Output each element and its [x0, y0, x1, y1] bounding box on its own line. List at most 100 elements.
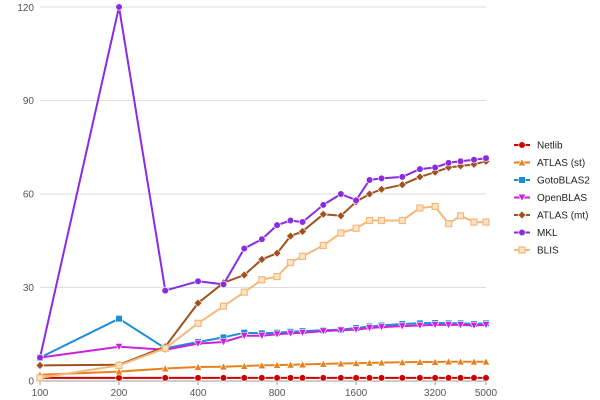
data-point: [430, 357, 440, 366]
data-point: [286, 329, 295, 338]
data-point: [194, 374, 202, 382]
data-point: [258, 235, 266, 243]
data-point: [272, 248, 282, 258]
data-point: [194, 319, 202, 327]
data-point: [115, 3, 123, 11]
data-point: [351, 358, 361, 367]
data-point: [456, 321, 465, 330]
legend-marker: [518, 246, 526, 254]
legend-label: BLIS: [537, 246, 559, 257]
data-point: [219, 302, 228, 310]
data-point: [377, 174, 386, 183]
data-point: [456, 357, 465, 366]
data-point: [219, 280, 228, 288]
data-point: [115, 315, 123, 323]
data-point: [239, 361, 249, 370]
data-point: [319, 241, 327, 250]
data-point: [397, 180, 407, 190]
series-line: [39, 6, 487, 358]
grid-layer: [40, 6, 486, 382]
x-tick-label: 800: [269, 388, 286, 399]
data-point: [352, 374, 360, 382]
data-point: [286, 258, 295, 267]
legend-item: MKL: [514, 228, 558, 239]
y-tick-label: 120: [17, 3, 34, 14]
data-point: [415, 321, 425, 330]
data-point: [431, 202, 439, 211]
data-point: [298, 252, 307, 260]
data-point: [114, 343, 124, 352]
data-point: [337, 229, 345, 237]
data-point: [319, 201, 327, 209]
data-point: [298, 218, 307, 226]
data-point: [444, 159, 453, 167]
data-point: [444, 220, 453, 228]
data-point: [219, 338, 228, 347]
series-7: [36, 202, 490, 382]
data-point: [114, 367, 124, 376]
y-tick-label: 0: [28, 377, 34, 388]
legend-label: GotoBLAS2: [537, 176, 590, 187]
series-line: [39, 205, 486, 379]
legend-marker: [517, 158, 527, 167]
data-point: [337, 190, 345, 198]
data-point: [272, 330, 282, 339]
series-line: [39, 160, 487, 367]
data-point: [365, 324, 374, 333]
data-point: [431, 163, 439, 172]
data-point: [337, 374, 345, 382]
data-point: [115, 361, 123, 370]
data-point: [298, 360, 307, 369]
data-point: [161, 287, 169, 295]
legend-item: Netlib: [514, 141, 563, 152]
data-point: [469, 321, 479, 330]
data-point: [193, 362, 203, 371]
x-tick-label: 100: [32, 388, 49, 399]
data-point: [431, 374, 439, 382]
legend-marker: [518, 228, 526, 237]
legend-item: OpenBLAS: [514, 193, 587, 204]
legend-label: Netlib: [537, 141, 563, 152]
data-point: [416, 165, 424, 173]
data-point: [470, 218, 478, 226]
data-point: [319, 374, 327, 382]
data-point: [482, 374, 490, 382]
data-point: [161, 374, 169, 382]
data-point: [240, 288, 248, 296]
legend-item: ATLAS (mt): [514, 211, 588, 222]
series-1: [36, 374, 490, 382]
data-point: [377, 374, 386, 382]
data-point: [318, 359, 328, 368]
data-point: [352, 196, 360, 204]
data-point: [377, 358, 386, 367]
data-point: [365, 189, 374, 199]
data-point: [258, 276, 266, 284]
legend-item: ATLAS (st): [514, 158, 585, 169]
data-point: [377, 323, 386, 332]
data-point: [286, 231, 295, 241]
data-point: [456, 157, 465, 165]
data-point: [365, 374, 374, 382]
data-point: [219, 374, 228, 382]
data-point: [365, 358, 374, 367]
data-point: [286, 374, 295, 382]
legend: Netlib ATLAS (st) GotoBLAS2 OpenBLAS ATLAS (…: [514, 141, 590, 257]
data-point: [298, 329, 307, 338]
data-point: [272, 360, 282, 369]
data-point: [257, 332, 267, 341]
data-point: [273, 272, 281, 281]
data-point: [336, 359, 346, 368]
data-point: [286, 216, 295, 225]
x-tick-label: 1600: [345, 388, 368, 399]
data-point: [352, 224, 360, 232]
legend-label: ATLAS (st): [537, 158, 585, 169]
data-point: [286, 360, 295, 369]
data-point: [240, 244, 248, 253]
y-tick-label: 30: [23, 283, 35, 294]
data-point: [365, 216, 374, 225]
axis-layer: 0 30 60 90 120 100 200 400 800 1600 3200 5000: [17, 3, 497, 399]
data-point: [469, 357, 479, 366]
legend-marker: [518, 141, 526, 149]
data-point: [298, 374, 307, 382]
